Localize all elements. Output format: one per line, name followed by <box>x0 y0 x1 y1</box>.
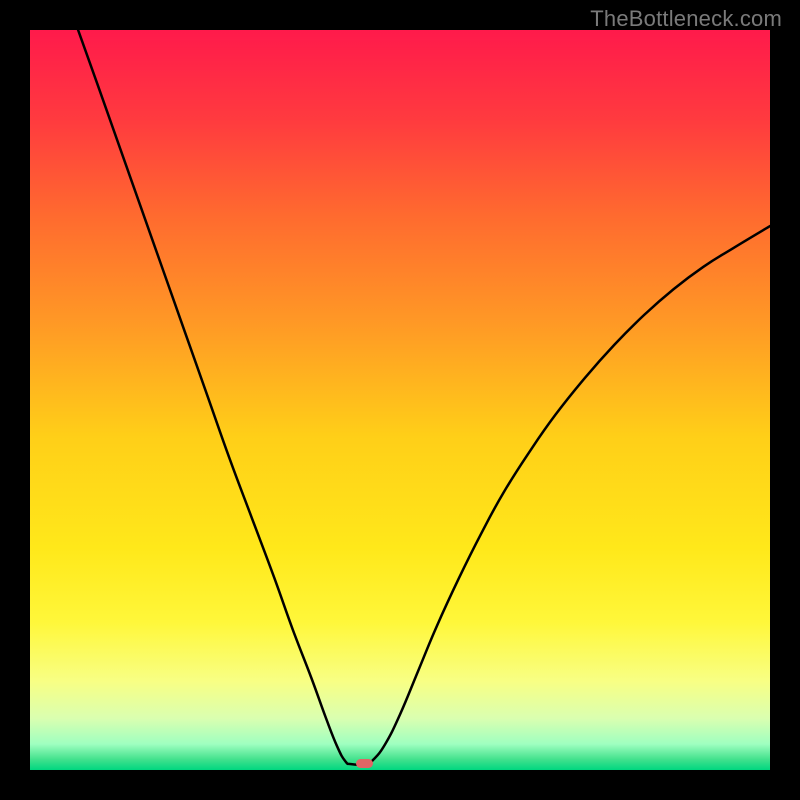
optimal-point-marker <box>356 759 372 769</box>
bottleneck-chart <box>30 30 770 770</box>
watermark-text: TheBottleneck.com <box>590 6 782 32</box>
chart-background-gradient <box>30 30 770 770</box>
